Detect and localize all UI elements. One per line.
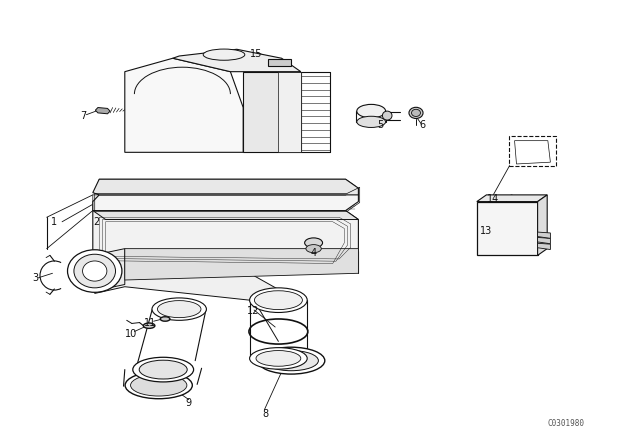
Ellipse shape: [383, 111, 392, 120]
Ellipse shape: [131, 375, 187, 396]
Ellipse shape: [357, 104, 385, 118]
Text: 4: 4: [310, 248, 317, 258]
Text: 8: 8: [262, 409, 269, 419]
Polygon shape: [173, 49, 301, 72]
Polygon shape: [125, 249, 358, 280]
Ellipse shape: [140, 360, 187, 379]
Text: 1: 1: [51, 217, 58, 227]
Ellipse shape: [412, 109, 420, 116]
Polygon shape: [95, 108, 110, 114]
Text: 14: 14: [486, 194, 499, 204]
Polygon shape: [93, 179, 355, 211]
Ellipse shape: [160, 317, 170, 321]
Polygon shape: [93, 249, 125, 291]
Ellipse shape: [257, 347, 325, 374]
FancyBboxPatch shape: [509, 136, 556, 166]
Ellipse shape: [68, 250, 122, 292]
Polygon shape: [477, 202, 538, 255]
Polygon shape: [278, 72, 301, 152]
Ellipse shape: [264, 350, 319, 371]
Ellipse shape: [306, 245, 321, 253]
Polygon shape: [243, 72, 301, 152]
Text: 3: 3: [32, 273, 38, 283]
Text: 10: 10: [125, 329, 138, 339]
Ellipse shape: [143, 323, 155, 328]
Ellipse shape: [254, 291, 302, 310]
Polygon shape: [93, 211, 358, 220]
Text: 13: 13: [480, 226, 493, 236]
Polygon shape: [538, 195, 547, 255]
Ellipse shape: [74, 254, 115, 288]
Ellipse shape: [250, 288, 307, 313]
Polygon shape: [538, 232, 550, 238]
Ellipse shape: [305, 238, 323, 248]
Text: 6: 6: [419, 121, 426, 130]
Polygon shape: [93, 179, 358, 195]
Polygon shape: [477, 195, 547, 202]
Ellipse shape: [125, 372, 192, 399]
Polygon shape: [93, 188, 358, 211]
Text: 15: 15: [250, 49, 262, 59]
Ellipse shape: [157, 301, 201, 318]
Text: 2: 2: [93, 217, 99, 227]
Polygon shape: [125, 58, 243, 152]
Text: 12: 12: [246, 306, 259, 316]
Ellipse shape: [83, 261, 107, 281]
Polygon shape: [538, 243, 550, 250]
Polygon shape: [512, 139, 554, 164]
Ellipse shape: [250, 348, 307, 369]
Text: 5: 5: [378, 121, 384, 130]
Polygon shape: [268, 59, 291, 66]
Text: C0301980: C0301980: [548, 419, 585, 428]
Polygon shape: [538, 237, 550, 244]
Ellipse shape: [204, 49, 245, 60]
Text: 7: 7: [80, 112, 86, 121]
Ellipse shape: [152, 298, 207, 320]
Polygon shape: [93, 211, 358, 258]
Ellipse shape: [357, 116, 385, 128]
Ellipse shape: [256, 350, 301, 366]
Ellipse shape: [409, 107, 423, 118]
Ellipse shape: [133, 358, 194, 382]
Text: 9: 9: [186, 398, 192, 408]
Text: 11: 11: [144, 318, 157, 327]
Polygon shape: [95, 262, 282, 305]
